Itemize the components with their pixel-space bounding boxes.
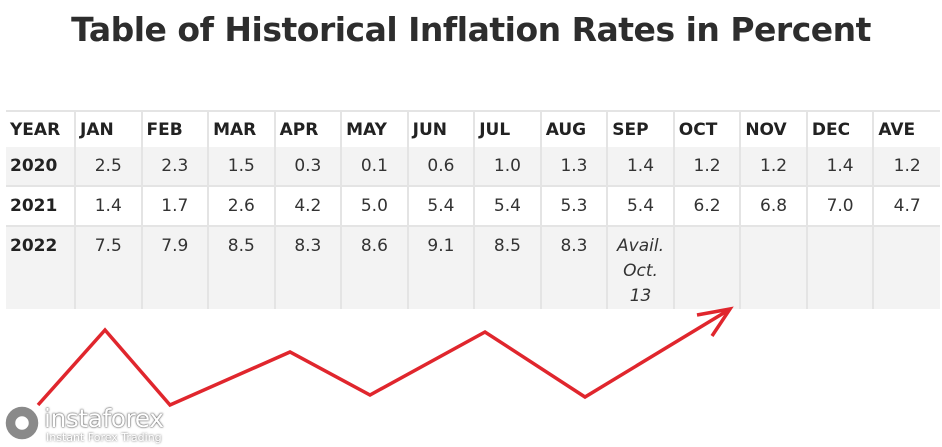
column-header: AVE (872, 110, 940, 147)
rate-cell: 1.5 (207, 147, 275, 186)
year-cell: 2022 (6, 225, 75, 309)
logo-text: instaforex (44, 404, 164, 433)
rate-cell: 8.5 (207, 225, 275, 309)
table-row: 2022 7.5 7.9 8.5 8.3 8.6 9.1 8.5 8.3 Avail. Oct. … (6, 225, 940, 309)
column-header: JUL (473, 110, 541, 147)
rate-cell: 1.2 (739, 147, 807, 186)
rate-cell: 4.7 (872, 185, 940, 226)
rate-cell: 2.5 (74, 147, 142, 186)
header-row: YEAR JAN FEB MAR APR MAY JUN JUL AUG SEP OCT NOV DEC… (6, 110, 940, 147)
column-header: FEB (140, 110, 209, 147)
title: Table of Historical Inflation Rates in P… (71, 10, 871, 49)
column-header: NOV (739, 110, 807, 147)
column-header: YEAR (6, 110, 75, 147)
table-row: 2021 1.4 1.7 2.6 4.2 5.0 5.4 5.4 5.3 5.4 6.2 6.8 7.0… (6, 185, 940, 226)
note-cell: Avail. Oct. 13 (606, 225, 674, 309)
column-header: DEC (805, 110, 874, 147)
column-header: AUG (539, 110, 608, 147)
rate-cell: 4.2 (273, 185, 342, 226)
column-header: OCT (672, 110, 741, 147)
rate-cell: 8.3 (539, 225, 608, 309)
rate-cell: 9.1 (406, 225, 475, 309)
column-header: JAN (74, 110, 142, 147)
rate-cell: 7.5 (74, 225, 142, 309)
arrow-head (696, 306, 734, 337)
logo-icon (4, 405, 40, 441)
rate-cell: 5.0 (340, 185, 408, 226)
rate-cell: 7.0 (805, 185, 874, 226)
rate-cell: 1.4 (805, 147, 874, 186)
rate-cell: 6.2 (672, 185, 741, 226)
rate-cell: 0.6 (406, 147, 475, 186)
rate-cell: 8.3 (273, 225, 342, 309)
rate-cell: 5.3 (539, 185, 608, 226)
rate-cell: 6.8 (739, 185, 807, 226)
rate-cell: 1.7 (140, 185, 209, 226)
rate-cell: 8.6 (340, 225, 408, 309)
rate-cell: 8.5 (473, 225, 541, 309)
inflation-table: YEAR JAN FEB MAR APR MAY JUN JUL AUG SEP OCT NOV DEC… (6, 110, 940, 309)
logo-tagline: Instant Forex Trading (46, 431, 162, 444)
rate-cell: 5.4 (473, 185, 541, 226)
column-header: JUN (406, 110, 475, 147)
rate-cell: 2.3 (140, 147, 209, 186)
rate-cell: 1.2 (872, 147, 940, 186)
column-header: APR (273, 110, 342, 147)
year-cell: 2021 (6, 185, 75, 226)
rate-cell: 0.1 (340, 147, 408, 186)
column-header: MAY (340, 110, 408, 147)
rate-cell: 7.9 (140, 225, 209, 309)
rate-cell: 5.4 (406, 185, 475, 226)
rate-cell: 1.0 (473, 147, 541, 186)
empty-cell (672, 225, 741, 309)
rate-cell: 2.6 (207, 185, 275, 226)
column-header: SEP (606, 110, 674, 147)
rate-cell: 0.3 (273, 147, 342, 186)
rate-cell: 1.3 (539, 147, 608, 186)
rate-cell: 1.4 (74, 185, 142, 226)
table-row: 2020 2.5 2.3 1.5 0.3 0.1 0.6 1.0 1.3 1.4 1.2 1.2 1.4… (6, 147, 940, 186)
rate-cell: 1.4 (606, 147, 674, 186)
trend-arrow (36, 309, 728, 408)
column-header: MAR (207, 110, 275, 147)
rate-cell: 5.4 (606, 185, 674, 226)
rate-cell: 1.2 (672, 147, 741, 186)
year-cell: 2020 (6, 147, 75, 186)
empty-cell (872, 225, 940, 309)
empty-cell (805, 225, 874, 309)
empty-cell (739, 225, 807, 309)
